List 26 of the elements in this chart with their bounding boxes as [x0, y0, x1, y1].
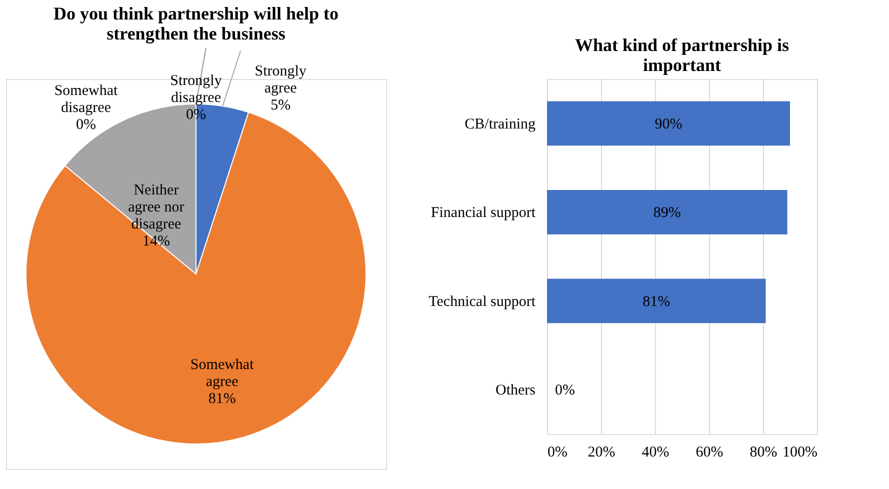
data-label: 89% — [653, 205, 681, 222]
slice-label: Neither agree nor disagree — [128, 182, 184, 232]
y-tick-label: Technical support — [428, 294, 536, 310]
data-label: 81% — [208, 390, 236, 407]
y-tick-label: CB/training — [464, 116, 536, 132]
text: 0% — [186, 107, 206, 124]
category-label: Strongly disagree — [170, 73, 222, 106]
data-label: 81% — [642, 294, 670, 310]
x-tick-label: 20% — [588, 444, 616, 460]
data-label: 14% — [142, 233, 170, 250]
x-tick-label: 100% — [782, 444, 818, 460]
slice-label: Strongly agree — [254, 64, 307, 97]
x-tick-label: 60% — [696, 444, 724, 460]
chart-title: What kind of partnership is important — [574, 35, 790, 75]
chart-title: Do you think partnership will help to strengthen the business — [53, 4, 339, 44]
x-tick-label: 0% — [548, 444, 568, 460]
y-tick-label: Others — [496, 382, 536, 399]
data-label: 0% — [555, 382, 575, 399]
category-label: Somewhat disagree — [54, 83, 118, 116]
x-tick-label: 80% — [750, 444, 778, 460]
text: 0% — [76, 117, 96, 134]
slice-label: Somewhat agree — [190, 356, 255, 390]
data-label: 90% — [654, 116, 682, 132]
y-tick-label: Financial support — [430, 205, 536, 222]
data-label: 5% — [270, 98, 291, 114]
x-tick-label: 40% — [642, 444, 670, 460]
